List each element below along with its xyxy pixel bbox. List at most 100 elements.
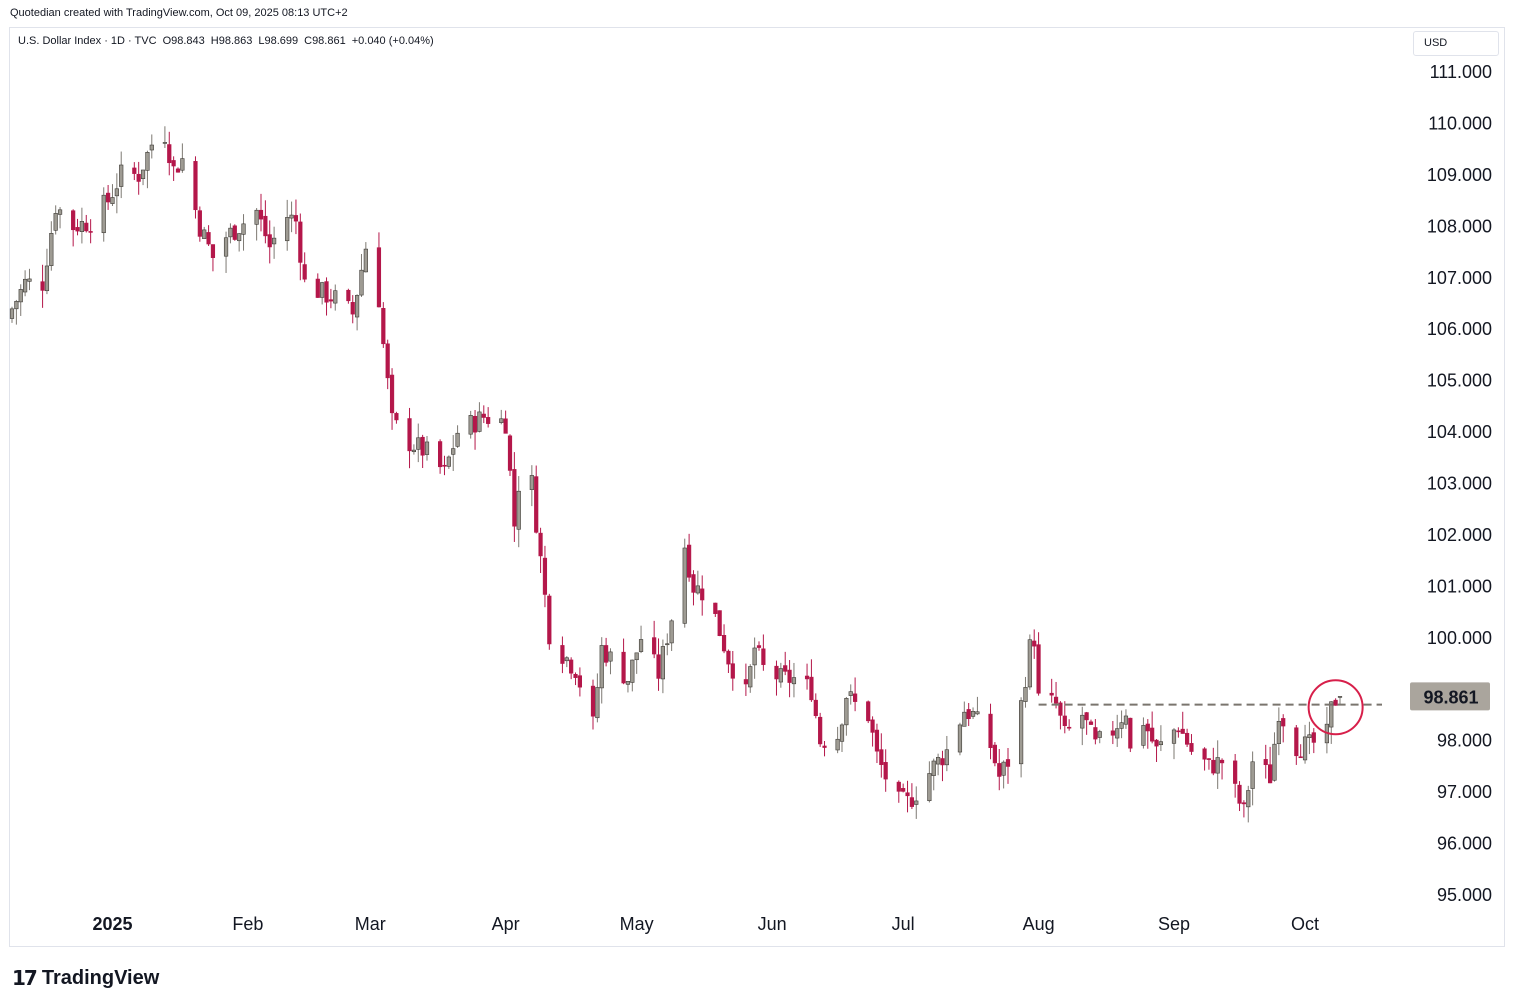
y-tick-label: 102.000	[1427, 525, 1492, 545]
candle-body	[652, 637, 657, 655]
candle-body	[1180, 728, 1185, 734]
candle-body	[665, 643, 670, 646]
candle-body	[835, 738, 840, 751]
legend-high: H98.863	[210, 35, 253, 47]
candle-body	[1246, 790, 1251, 808]
candle-body	[874, 729, 880, 752]
candle-body	[927, 773, 932, 802]
candle-body	[988, 713, 993, 749]
candle-body	[149, 144, 154, 151]
y-tick-label: 98.000	[1437, 731, 1492, 751]
candle-body	[363, 248, 368, 273]
y-tick-label: 107.000	[1427, 268, 1492, 288]
candle-body	[866, 701, 871, 722]
candle-body	[53, 213, 58, 231]
candle-body	[569, 659, 574, 674]
candle-body	[936, 757, 941, 765]
candle-body	[896, 781, 901, 792]
candle-body	[1189, 743, 1194, 752]
candle-body	[656, 654, 661, 679]
last-price-label: 98.861	[1423, 687, 1478, 707]
candle-body	[49, 233, 54, 266]
candle-body	[1311, 732, 1316, 743]
candle-body	[730, 663, 735, 679]
candle-body	[333, 290, 338, 304]
candle-body	[726, 650, 731, 665]
candle-body	[1298, 756, 1303, 759]
candle-body	[1294, 727, 1299, 757]
candle-body	[1219, 759, 1225, 764]
candle-body	[350, 302, 355, 315]
currency-selector[interactable]: USD	[1413, 31, 1499, 56]
candle-body	[547, 595, 552, 645]
candle-body	[1067, 726, 1072, 729]
candle-body	[534, 476, 539, 533]
candle-body	[1110, 730, 1115, 736]
candle-body	[197, 210, 202, 237]
candle-body	[1005, 759, 1011, 767]
legend-change: +0.040 (+0.04%)	[351, 35, 434, 47]
candle-body	[1202, 748, 1207, 760]
candle-body	[1302, 736, 1308, 761]
tradingview-logo[interactable]: 17 TradingView	[12, 966, 159, 990]
candle-body	[909, 797, 914, 807]
candle-body	[44, 265, 50, 292]
candle-body	[101, 194, 106, 234]
candle-body	[132, 167, 137, 174]
candle-body	[385, 343, 390, 379]
candle-body	[844, 698, 849, 726]
candle-body	[359, 269, 364, 296]
candle-body	[389, 374, 395, 414]
candle-body	[879, 749, 884, 765]
candle-body	[804, 675, 810, 680]
candle-body	[774, 665, 779, 680]
candle-body	[1276, 720, 1281, 745]
candle-body	[1080, 714, 1085, 729]
candle-body	[957, 724, 963, 753]
candle-body	[424, 441, 430, 455]
candle-body	[870, 719, 875, 733]
candle-body	[1123, 715, 1129, 725]
candle-body	[394, 413, 399, 421]
candle-body	[1145, 723, 1150, 732]
y-tick-label: 109.000	[1427, 165, 1492, 185]
candle-body	[40, 281, 45, 291]
candle-body	[241, 223, 246, 235]
candle-body	[1053, 696, 1059, 704]
candle-body	[516, 490, 521, 530]
candle-body	[110, 197, 115, 204]
candle-body	[839, 724, 845, 742]
symbol-legend[interactable]: U.S. Dollar Index · 1D · TVC O98.843 H98.8…	[18, 35, 440, 47]
candle-body	[634, 652, 639, 661]
candle-body	[180, 158, 185, 171]
candle-body	[302, 264, 307, 280]
candle-body	[599, 645, 604, 689]
candle-body	[202, 229, 207, 239]
candle-body	[145, 152, 150, 171]
y-tick-label: 110.000	[1428, 113, 1492, 133]
y-tick-label: 100.000	[1427, 628, 1492, 648]
candle-body	[254, 209, 259, 225]
legend-open: O98.843	[162, 35, 205, 47]
candle-body	[455, 432, 460, 447]
candle-body	[1333, 699, 1338, 706]
candle-body	[1019, 700, 1024, 765]
legend-close: C98.861	[304, 35, 346, 47]
candle-body	[743, 679, 748, 685]
candle-body	[997, 763, 1002, 777]
candle-body	[346, 289, 351, 302]
candle-body	[901, 788, 906, 792]
candle-body	[237, 233, 242, 242]
chart-caption: Quotedian created with TradingView.com, …	[10, 7, 348, 19]
candle-body	[848, 691, 853, 696]
candle-body	[791, 677, 797, 685]
candle-body	[778, 668, 783, 683]
candle-body	[79, 221, 84, 232]
candle-body	[468, 415, 473, 435]
legend-symbol[interactable]: U.S. Dollar Index · 1D · TVC	[18, 35, 157, 47]
x-tick-label: Feb	[232, 914, 263, 934]
highlight-circle	[1307, 679, 1364, 736]
x-tick-label: Sep	[1158, 914, 1190, 934]
candle-body	[298, 221, 303, 263]
